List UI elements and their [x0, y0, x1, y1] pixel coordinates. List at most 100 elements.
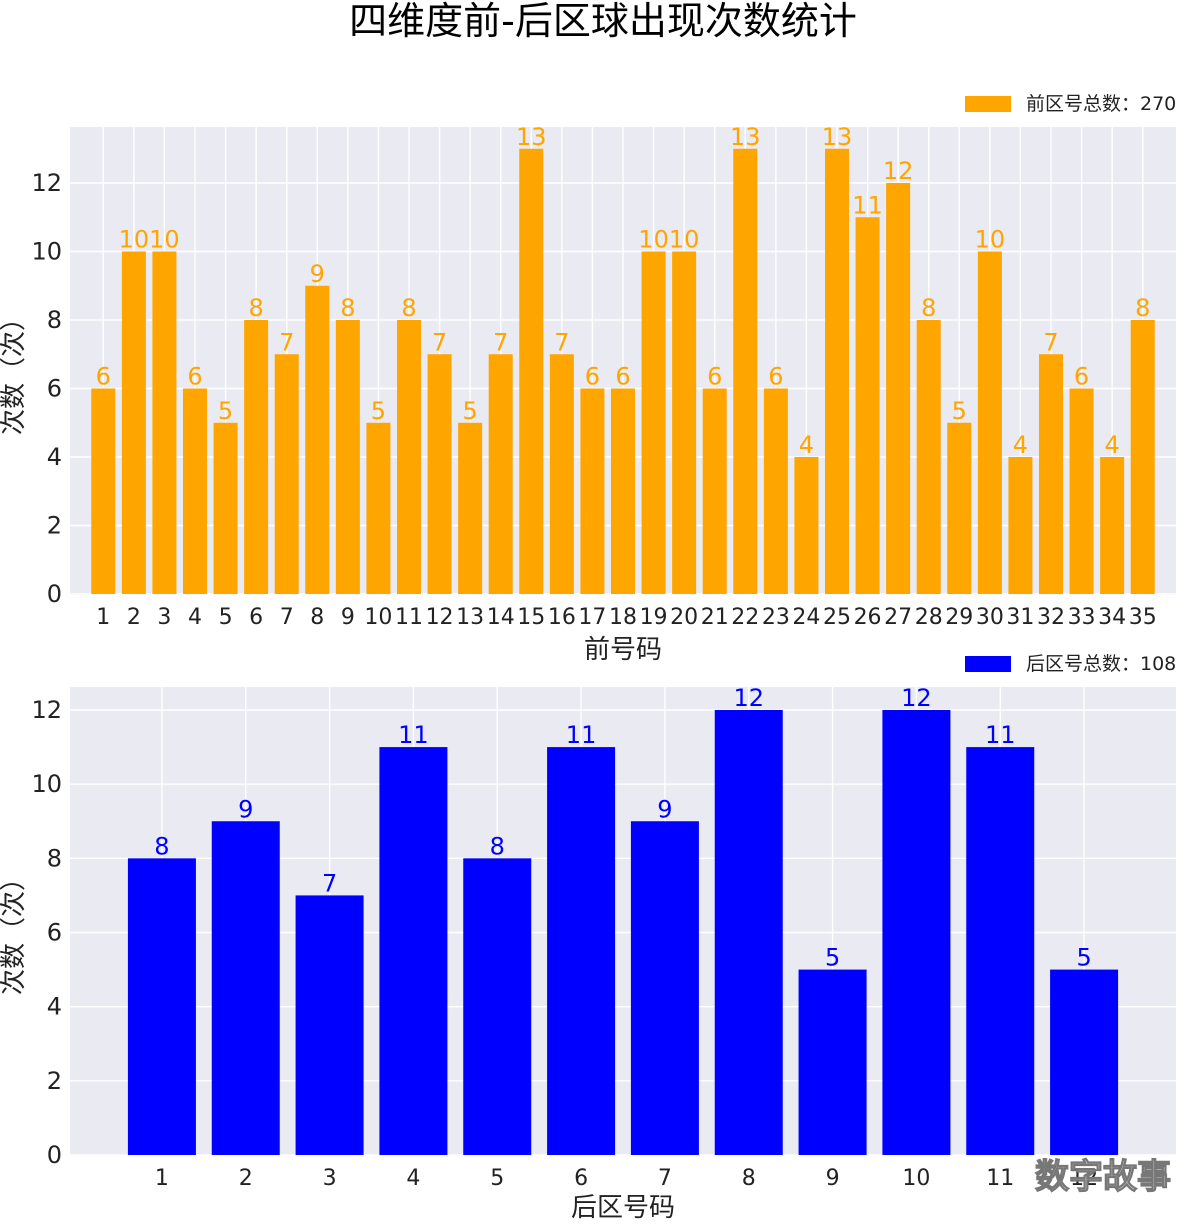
bar — [702, 388, 727, 594]
x-tick-label: 20 — [670, 605, 698, 630]
x-tick-label: 12 — [1070, 1166, 1098, 1191]
y-tick-label: 12 — [31, 696, 62, 724]
x-axis-label: 后区号码 — [571, 1193, 675, 1221]
legend-label: 前区号总数：270 — [1026, 93, 1176, 115]
bar — [966, 747, 1035, 1155]
bar — [183, 388, 207, 594]
bar-value-label: 13 — [822, 123, 853, 151]
x-tick-label: 25 — [823, 605, 851, 630]
x-tick-label: 12 — [426, 605, 454, 630]
x-tick-label: 9 — [826, 1166, 840, 1191]
x-tick-label: 8 — [310, 605, 324, 630]
bar-value-label: 10 — [119, 226, 150, 254]
legend-swatch — [965, 96, 1011, 112]
x-tick-label: 29 — [945, 605, 973, 630]
bar — [977, 251, 1002, 594]
bar-value-label: 6 — [707, 363, 722, 391]
bar — [882, 710, 951, 1155]
bar-value-label: 6 — [768, 363, 783, 391]
x-tick-label: 3 — [323, 1166, 337, 1191]
bar — [458, 422, 483, 594]
bar — [1069, 388, 1094, 594]
chart-title: 四维度前-后区球出现次数统计 — [349, 0, 857, 43]
bar-value-label: 5 — [952, 397, 967, 425]
bar-value-label: 6 — [1074, 363, 1089, 391]
x-tick-label: 2 — [239, 1166, 253, 1191]
bar-value-label: 8 — [1135, 294, 1150, 322]
bar — [127, 858, 196, 1155]
x-tick-label: 22 — [731, 605, 759, 630]
bar — [1039, 354, 1063, 594]
x-tick-label: 1 — [96, 605, 110, 630]
x-tick-label: 30 — [976, 605, 1004, 630]
bar — [305, 285, 330, 594]
y-tick-label: 8 — [47, 306, 62, 334]
bar — [366, 422, 391, 594]
bar — [916, 320, 941, 594]
bar — [91, 388, 116, 594]
x-tick-label: 7 — [658, 1166, 672, 1191]
back-zone-chart: 0 2 4 6 8 10 12 8 1 9 2 7 3 11 4 8 5 11 6 9 7 12 8 5 9 12 10 11 11 5 1… — [0, 653, 1176, 1223]
bar — [244, 320, 269, 594]
y-tick-label: 10 — [31, 238, 62, 266]
x-tick-label: 2 — [127, 605, 141, 630]
bar — [886, 183, 911, 594]
x-tick-label: 31 — [1006, 605, 1034, 630]
legend-swatch — [965, 656, 1011, 672]
bar — [855, 217, 880, 594]
bar — [519, 148, 544, 594]
x-tick-label: 11 — [986, 1166, 1014, 1191]
x-tick-label: 4 — [188, 605, 202, 630]
x-axis-label: 前号码 — [584, 635, 662, 665]
bar-value-label: 5 — [825, 944, 840, 972]
bar-value-label: 10 — [149, 226, 180, 254]
y-tick-label: 10 — [31, 770, 62, 798]
bar — [379, 747, 448, 1155]
x-tick-label: 15 — [517, 605, 545, 630]
bar-value-label: 6 — [187, 363, 202, 391]
bar — [427, 354, 452, 594]
y-tick-label: 6 — [47, 919, 62, 947]
bar — [798, 969, 867, 1155]
bar-value-label: 9 — [657, 795, 672, 823]
x-tick-label: 34 — [1098, 605, 1126, 630]
bar — [1008, 457, 1033, 594]
x-tick-label: 28 — [915, 605, 943, 630]
bar — [211, 821, 280, 1155]
x-tick-label: 10 — [364, 605, 392, 630]
x-tick-label: 1 — [155, 1166, 169, 1191]
x-tick-label: 5 — [219, 605, 233, 630]
y-tick-label: 6 — [47, 375, 62, 403]
bar — [714, 710, 783, 1155]
bar — [947, 422, 972, 594]
x-tick-label: 21 — [701, 605, 729, 630]
bar-value-label: 12 — [901, 684, 932, 712]
y-tick-label: 0 — [47, 1141, 62, 1169]
bar — [1050, 969, 1119, 1155]
bar — [611, 388, 635, 594]
bar-value-label: 13 — [730, 123, 761, 151]
bar-value-label: 7 — [432, 328, 447, 356]
bar — [580, 388, 605, 594]
x-tick-label: 8 — [742, 1166, 756, 1191]
watermark-text: 数字故事 — [1035, 1157, 1171, 1197]
bar — [213, 422, 238, 594]
x-tick-label: 32 — [1037, 605, 1065, 630]
y-tick-label: 2 — [47, 512, 62, 540]
bar — [295, 895, 364, 1155]
x-tick-label: 7 — [280, 605, 294, 630]
bar-value-label: 8 — [154, 832, 169, 860]
bar — [121, 251, 146, 594]
x-tick-label: 19 — [640, 605, 668, 630]
bar-value-label: 8 — [401, 294, 416, 322]
bar-value-label: 11 — [566, 721, 597, 749]
bar — [733, 148, 758, 594]
bar-value-label: 10 — [669, 226, 700, 254]
bar-value-label: 7 — [493, 328, 508, 356]
bar-value-label: 8 — [490, 832, 505, 860]
bar — [794, 457, 819, 594]
bar-value-label: 11 — [852, 191, 883, 219]
bar — [547, 747, 616, 1155]
bar-value-label: 13 — [516, 123, 547, 151]
